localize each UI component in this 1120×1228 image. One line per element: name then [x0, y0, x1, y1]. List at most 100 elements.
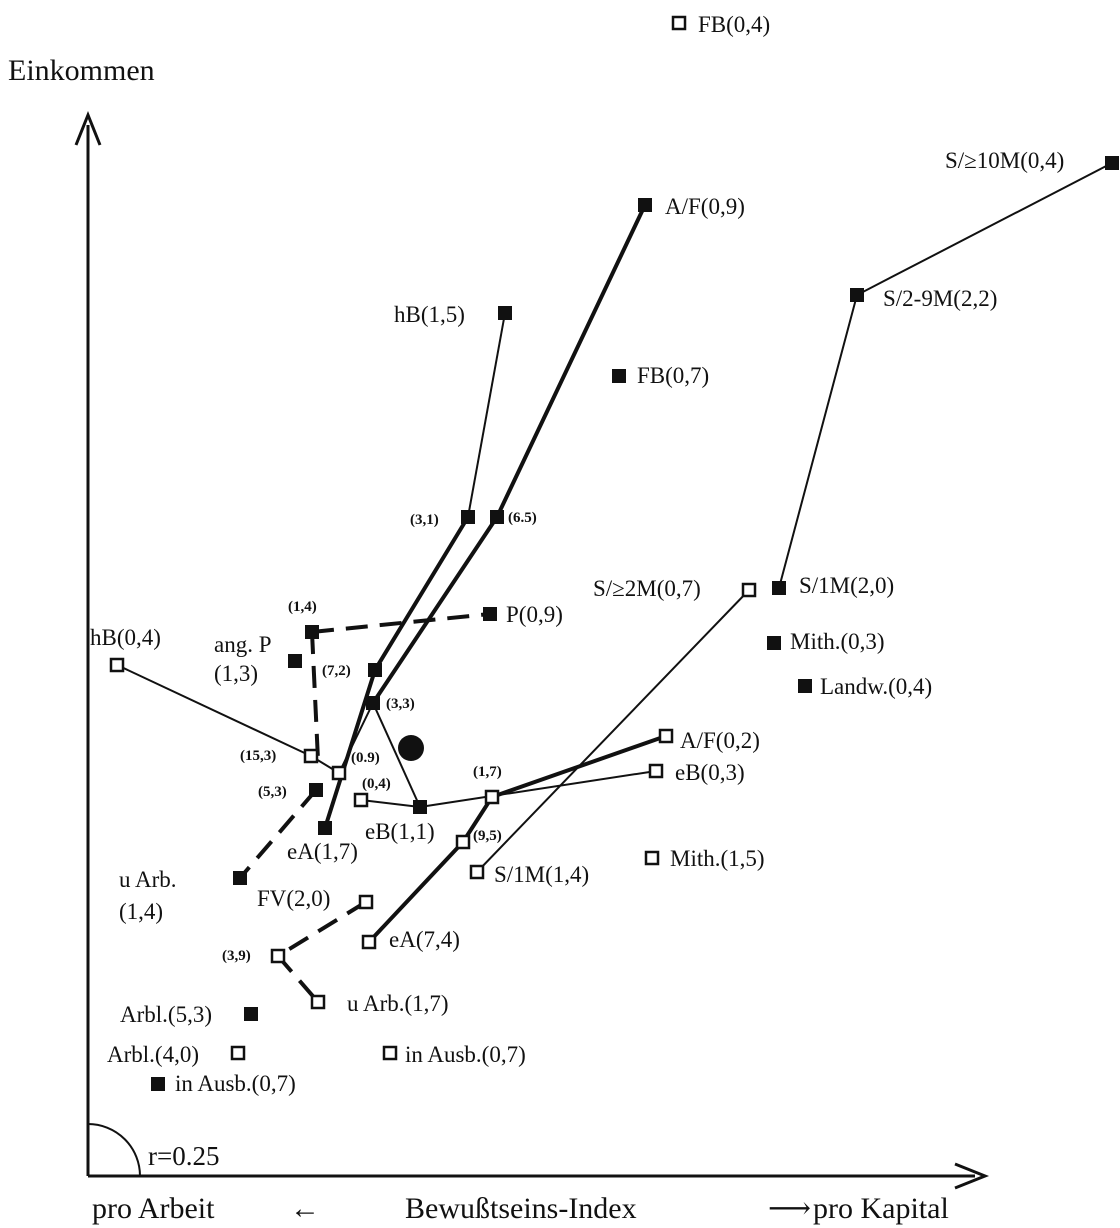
- marker-fb07: [612, 369, 626, 383]
- line-af-open: [367, 734, 667, 944]
- line-hb-open: [116, 664, 312, 757]
- dash-fv: [274, 900, 368, 1004]
- marker-14a: [305, 625, 319, 639]
- marker-inausb-open: [382, 1045, 398, 1061]
- dash-p: [311, 612, 491, 634]
- label-s29m: S/2-9M(2,2): [883, 286, 997, 311]
- marker-53: [309, 783, 323, 797]
- label-ea17: eA(1,7): [287, 839, 358, 864]
- label-65: (6.5): [508, 510, 537, 526]
- x-axis-arrowhead: [954, 1162, 990, 1190]
- marker-mith03: [767, 636, 781, 650]
- marker-39: [270, 948, 286, 964]
- label-landw: Landw.(0,4): [820, 674, 932, 699]
- label-17a: (1,7): [473, 764, 502, 780]
- label-eb11: eB(1,1): [365, 819, 435, 844]
- line-s-open: [476, 589, 750, 873]
- marker-04: [353, 792, 369, 808]
- marker-af02: [658, 728, 674, 744]
- label-39: (3,9): [222, 948, 251, 964]
- line-eb-filled: [360, 799, 421, 808]
- label-uarb17: u Arb.(1,7): [347, 991, 449, 1016]
- y-axis-label: Einkommen: [8, 54, 155, 87]
- marker-fv: [358, 894, 374, 910]
- marker-mith15: [644, 850, 660, 866]
- marker-09: [331, 765, 347, 781]
- x-axis-right-label: pro Kapital: [813, 1192, 949, 1225]
- label-uarb-2: (1,4): [119, 899, 163, 924]
- label-53: (5,3): [258, 784, 287, 800]
- marker-eb11: [413, 800, 427, 814]
- label-72: (7,2): [322, 663, 351, 679]
- marker-uarb14: [233, 871, 247, 885]
- marker-95: [455, 834, 471, 850]
- y-axis-arrowhead: [74, 110, 102, 146]
- correlation-label: r=0.25: [148, 1141, 219, 1171]
- label-fb04-top: FB(0,4): [698, 12, 770, 37]
- label-ea74: eA(7,4): [389, 927, 460, 952]
- axes: [74, 110, 990, 1190]
- marker-inausb-filled: [151, 1077, 165, 1091]
- dash-p-down: [310, 631, 320, 761]
- label-s1m20: S/1M(2,0): [799, 573, 894, 598]
- marker-angp: [288, 654, 302, 668]
- marker-s2m: [741, 582, 757, 598]
- label-inausb-filled: in Ausb.(0,7): [175, 1071, 296, 1096]
- marker-eb03: [648, 763, 664, 779]
- open-markers: [109, 15, 757, 1061]
- label-mith03: Mith.(0,3): [790, 629, 885, 654]
- marker-65: [490, 510, 504, 524]
- marker-fb04: [671, 15, 687, 31]
- x-axis-right-arrow: ⟶: [768, 1192, 811, 1225]
- label-04: (0,4): [362, 776, 391, 792]
- marker-72: [368, 663, 382, 677]
- line-af-filled: [371, 204, 647, 705]
- marker-s29m: [850, 288, 864, 302]
- dash-uarb: [238, 788, 318, 880]
- marker-p09: [483, 607, 497, 621]
- label-hb04: hB(0,4): [90, 625, 161, 650]
- marker-ea74: [361, 934, 377, 950]
- x-axis-left-arrow: ←: [290, 1192, 320, 1225]
- label-af09: A/F(0,9): [665, 194, 745, 219]
- label-fv20: FV(2,0): [257, 886, 330, 911]
- x-axis-center-label: Bewußtseins-Index: [405, 1192, 637, 1225]
- label-uarb-1: u Arb.: [119, 867, 177, 892]
- label-hb15: hB(1,5): [394, 302, 465, 327]
- label-inausb-open: in Ausb.(0,7): [405, 1042, 526, 1067]
- label-mith15: Mith.(1,5): [670, 846, 765, 871]
- filled-markers: [151, 156, 1119, 1091]
- marker-ea17: [318, 821, 332, 835]
- label-s1m14: S/1M(1,4): [494, 862, 589, 887]
- marker-33: [366, 696, 380, 710]
- label-153: (15,3): [240, 748, 276, 764]
- centroid-dot: [398, 735, 424, 761]
- marker-hb04: [109, 657, 125, 673]
- marker-arbl40: [230, 1045, 246, 1061]
- label-14a: (1,4): [288, 599, 317, 615]
- marker-153: [303, 748, 319, 764]
- label-arbl40: Arbl.(4,0): [107, 1042, 199, 1067]
- label-31: (3,1): [410, 512, 439, 528]
- label-p09: P(0,9): [506, 602, 563, 627]
- marker-arbl53: [244, 1007, 258, 1021]
- label-33: (3,3): [386, 696, 415, 712]
- line-33-to-eb: [372, 702, 421, 808]
- x-axis-left-label: pro Arbeit: [92, 1192, 215, 1225]
- marker-af09: [638, 198, 652, 212]
- marker-landw: [798, 679, 812, 693]
- marker-s10m: [1105, 156, 1119, 170]
- line-s-filled: [778, 162, 1113, 589]
- marker-uarb17: [310, 994, 326, 1010]
- line-eb-open: [419, 770, 657, 808]
- label-af02: A/F(0,2): [680, 728, 760, 753]
- marker-s1m14: [469, 864, 485, 880]
- label-95: (9,5): [473, 828, 502, 844]
- label-fb07: FB(0,7): [637, 363, 709, 388]
- label-angp-2: (1,3): [214, 661, 258, 686]
- label-09: (0.9): [351, 750, 380, 766]
- marker-s1m20: [772, 581, 786, 595]
- marker-hb15: [498, 306, 512, 320]
- label-arbl53: Arbl.(5,3): [120, 1002, 212, 1027]
